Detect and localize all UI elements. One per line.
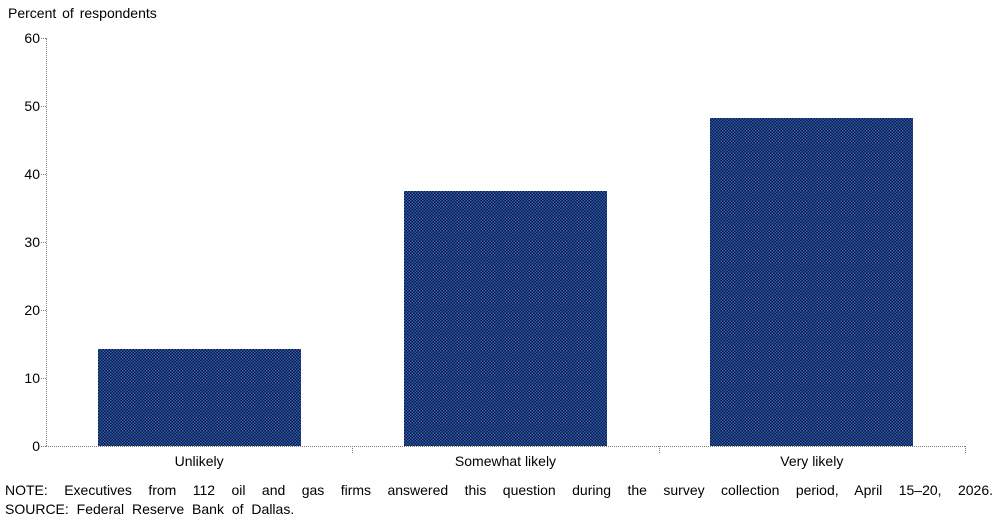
y-tick-mark [39,242,46,243]
note-text: NOTE: Executives from 112 oil and gas fi… [5,482,993,498]
y-tick-mark [39,38,46,39]
y-tick-label: 50 [24,98,40,114]
x-axis-line [46,446,965,447]
x-category-label-unlikely: Unlikely [174,453,224,469]
y-tick-label: 30 [24,234,40,250]
y-tick-mark [39,446,46,447]
y-tick-label: 20 [24,302,40,318]
x-tick-mark [352,446,354,453]
y-tick-label: 10 [24,370,40,386]
y-tick-mark [39,106,46,107]
y-axis-line [46,38,47,446]
x-category-label-somewhat-likely: Somewhat likely [454,453,557,469]
x-tick-mark [658,446,660,453]
x-tick-mark [965,446,966,453]
x-category-label-very-likely: Very likely [780,453,844,469]
y-tick-mark [39,310,46,311]
y-tick-label: 40 [24,166,40,182]
bar-unlikely [97,348,301,446]
bar-very-likely [710,118,914,446]
y-tick-mark [39,174,46,175]
y-tick-label: 60 [24,30,40,46]
source-text: SOURCE: Federal Reserve Bank of Dallas. [5,501,295,517]
bar-somewhat-likely [404,191,607,446]
y-tick-label: 0 [32,438,40,454]
y-axis-title: Percent of respondents [8,5,157,21]
y-tick-mark [39,378,46,379]
